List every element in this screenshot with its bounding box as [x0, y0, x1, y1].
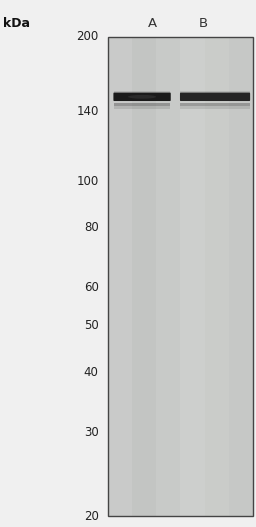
Bar	[180, 106, 250, 110]
Bar	[132, 37, 156, 516]
Text: kDa: kDa	[3, 17, 29, 30]
Text: 80: 80	[84, 221, 99, 234]
Text: 50: 50	[84, 319, 99, 332]
Bar	[114, 91, 170, 94]
Bar	[180, 91, 250, 94]
Text: A: A	[148, 17, 157, 30]
Text: 30: 30	[84, 425, 99, 438]
Bar	[180, 103, 250, 106]
Bar	[180, 94, 250, 97]
Bar	[108, 37, 253, 516]
Text: 40: 40	[84, 366, 99, 378]
Text: 60: 60	[84, 281, 99, 294]
Text: B: B	[199, 17, 208, 30]
Bar	[156, 37, 180, 516]
Bar	[114, 103, 170, 106]
FancyBboxPatch shape	[113, 93, 171, 101]
Text: 100: 100	[76, 175, 99, 188]
Bar	[114, 106, 170, 110]
Text: 200: 200	[76, 31, 99, 43]
Bar	[108, 37, 253, 516]
Bar	[108, 37, 132, 516]
Bar	[180, 37, 205, 516]
Text: 140: 140	[76, 105, 99, 118]
Ellipse shape	[128, 95, 156, 99]
Bar	[229, 37, 253, 516]
Text: 20: 20	[84, 510, 99, 523]
Bar	[114, 94, 170, 97]
FancyBboxPatch shape	[180, 93, 250, 101]
Bar	[205, 37, 229, 516]
